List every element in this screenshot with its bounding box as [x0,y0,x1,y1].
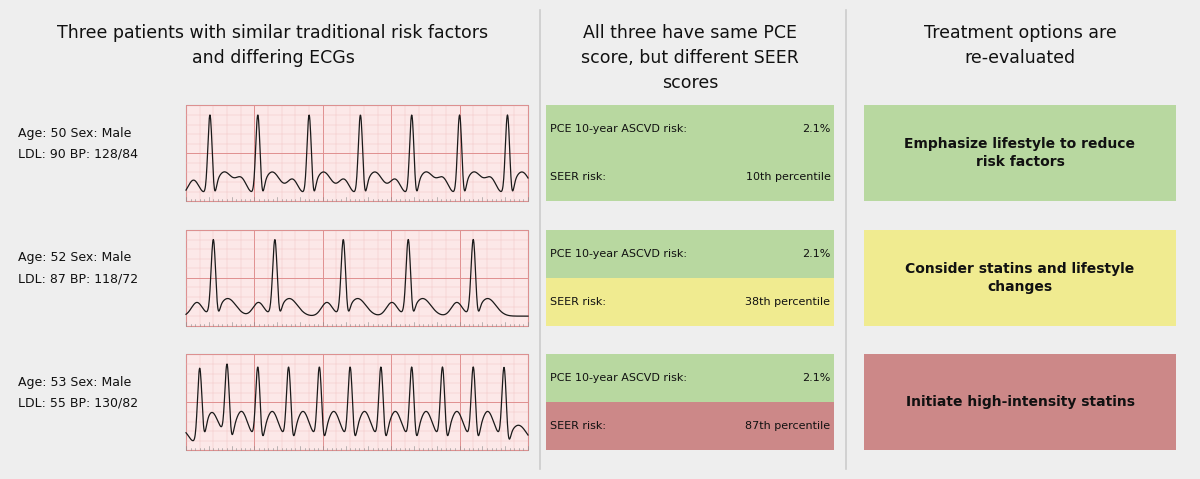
FancyBboxPatch shape [546,354,834,402]
FancyBboxPatch shape [546,278,834,326]
Text: SEER risk:: SEER risk: [550,422,606,431]
FancyBboxPatch shape [186,105,528,201]
Text: 2.1%: 2.1% [802,374,830,383]
FancyBboxPatch shape [864,354,1176,450]
FancyBboxPatch shape [546,230,834,278]
FancyBboxPatch shape [546,105,834,153]
Text: Age: 53 Sex: Male
LDL: 55 BP: 130/82: Age: 53 Sex: Male LDL: 55 BP: 130/82 [18,376,138,410]
Text: 87th percentile: 87th percentile [745,422,830,431]
FancyBboxPatch shape [186,354,528,450]
FancyBboxPatch shape [864,230,1176,326]
Text: Initiate high-intensity statins: Initiate high-intensity statins [906,395,1134,410]
Text: All three have same PCE
score, but different SEER
scores: All three have same PCE score, but diffe… [581,24,799,92]
Text: 10th percentile: 10th percentile [745,172,830,182]
Text: PCE 10-year ASCVD risk:: PCE 10-year ASCVD risk: [550,249,686,259]
Text: 2.1%: 2.1% [802,125,830,134]
FancyBboxPatch shape [864,105,1176,201]
Text: 2.1%: 2.1% [802,249,830,259]
Text: PCE 10-year ASCVD risk:: PCE 10-year ASCVD risk: [550,374,686,383]
Text: Age: 50 Sex: Male
LDL: 90 BP: 128/84: Age: 50 Sex: Male LDL: 90 BP: 128/84 [18,127,138,160]
FancyBboxPatch shape [186,230,528,326]
Text: Emphasize lifestyle to reduce
risk factors: Emphasize lifestyle to reduce risk facto… [905,137,1135,170]
Text: Treatment options are
re-evaluated: Treatment options are re-evaluated [924,24,1116,67]
Text: Consider statins and lifestyle
changes: Consider statins and lifestyle changes [905,262,1135,294]
FancyBboxPatch shape [546,153,834,201]
Text: SEER risk:: SEER risk: [550,297,606,307]
Text: SEER risk:: SEER risk: [550,172,606,182]
FancyBboxPatch shape [546,402,834,450]
Text: 38th percentile: 38th percentile [745,297,830,307]
Text: PCE 10-year ASCVD risk:: PCE 10-year ASCVD risk: [550,125,686,134]
Text: Three patients with similar traditional risk factors
and differing ECGs: Three patients with similar traditional … [58,24,488,67]
Text: Age: 52 Sex: Male
LDL: 87 BP: 118/72: Age: 52 Sex: Male LDL: 87 BP: 118/72 [18,251,138,285]
